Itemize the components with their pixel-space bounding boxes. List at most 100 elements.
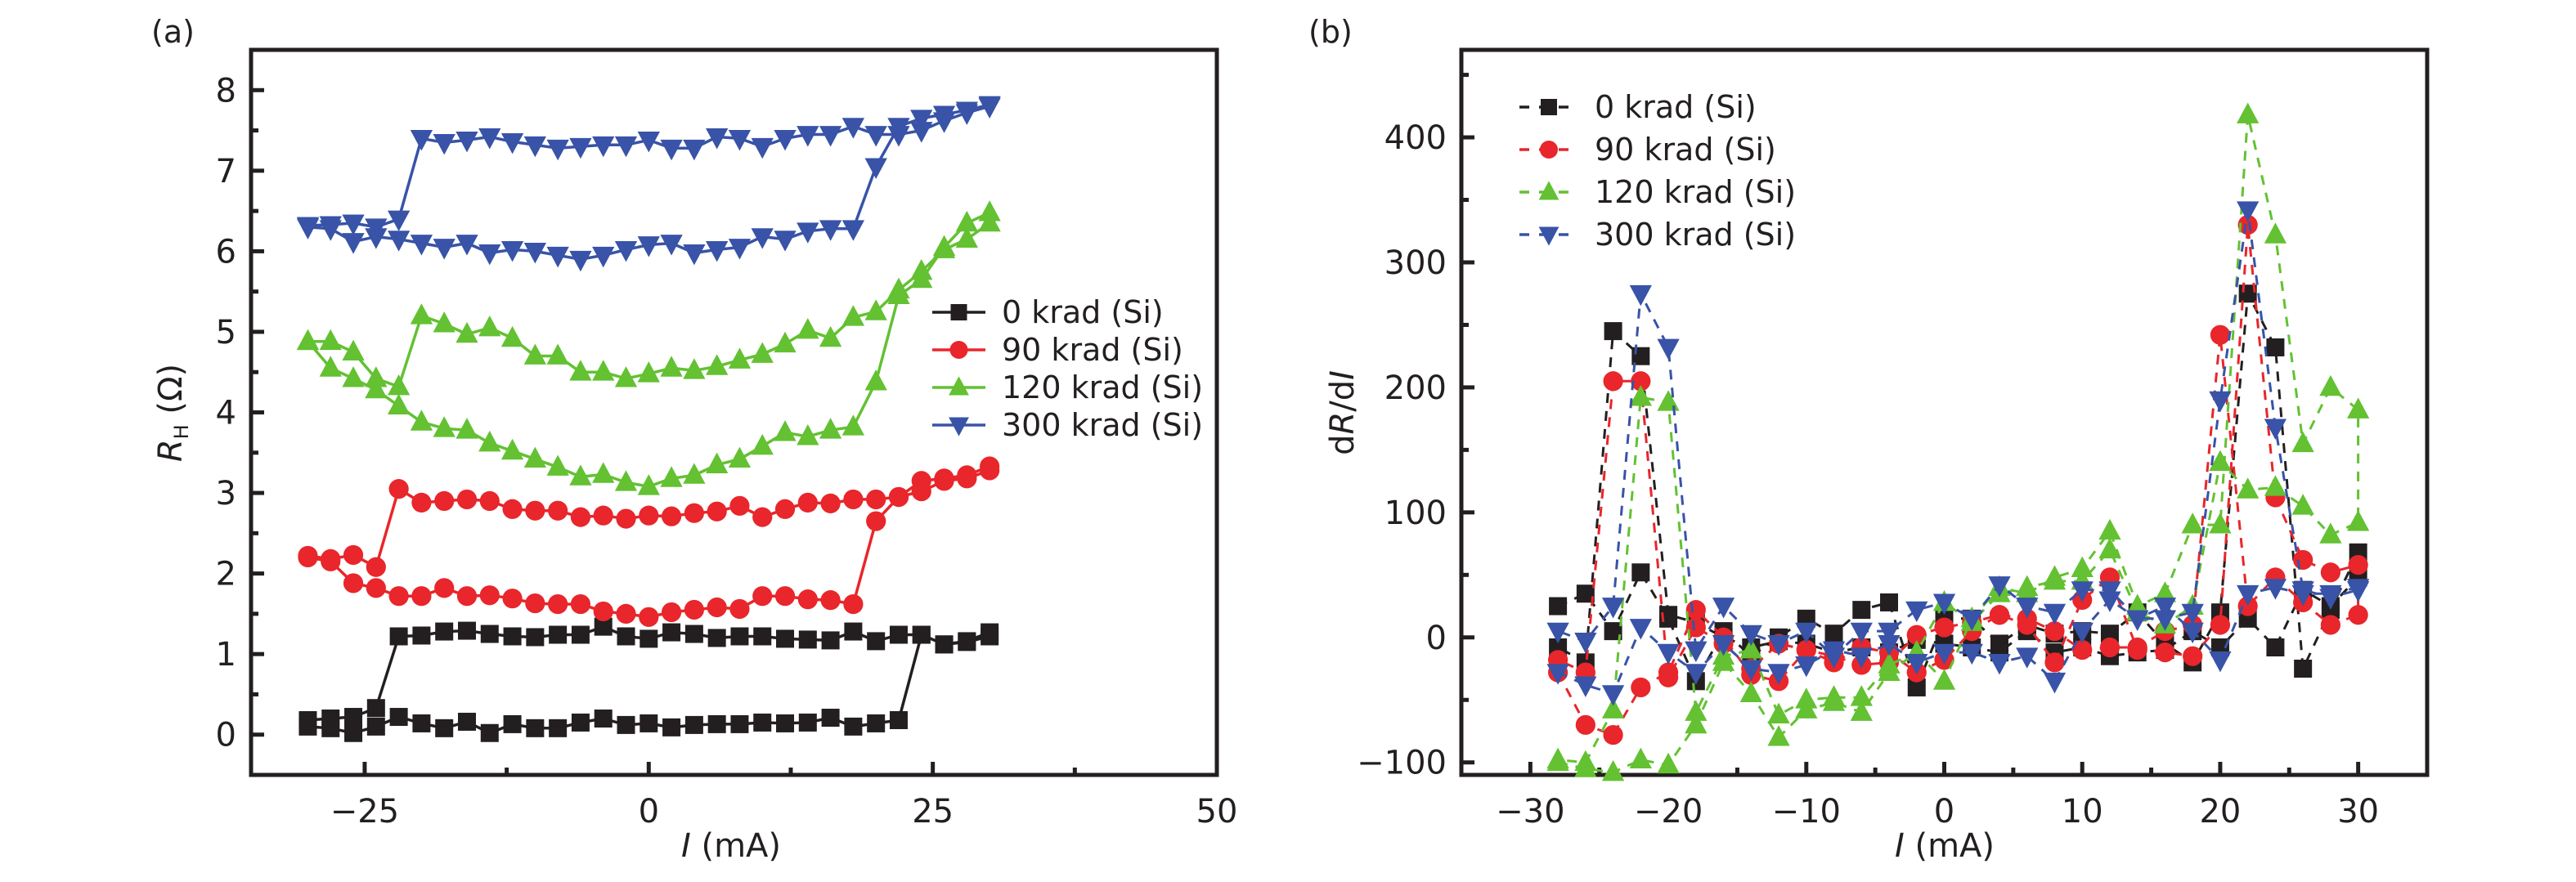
panel-b-point-120-krad-si: [1878, 652, 1901, 674]
panel-b-point-300-krad-si: [1657, 338, 1680, 360]
panel-a-point-90-krad-si: [479, 585, 500, 606]
panel-a-point-0-krad-si: [435, 719, 454, 737]
panel-a-point-90-krad-si: [752, 507, 773, 527]
panel-a-point-90-krad-si: [684, 599, 704, 620]
panel-b-point-120-krad-si: [2043, 568, 2067, 590]
panel-a-point-300-krad-si: [523, 136, 546, 158]
panel-b-point-300-krad-si: [1546, 622, 1569, 644]
panel-a-point-120-krad-si: [592, 462, 615, 483]
panel-b-point-120-krad-si: [2071, 556, 2094, 578]
panel-a-point-120-krad-si: [706, 354, 729, 375]
panel-a-point-0-krad-si: [730, 714, 749, 733]
panel-b-point-90-krad-si: [2210, 325, 2231, 345]
panel-b-point-90-krad-si: [1685, 617, 1706, 638]
panel-b-point-0-krad-si: [2294, 660, 2313, 678]
panel-a-point-120-krad-si: [751, 433, 774, 455]
panel-a-legend-marker: [950, 304, 967, 320]
panel-b-point-120-krad-si: [2237, 477, 2260, 499]
panel-a-point-300-krad-si: [978, 97, 1001, 119]
panel-b-point-300-krad-si: [1712, 598, 1735, 619]
panel-a-point-90-krad-si: [502, 499, 523, 519]
panel-a-point-120-krad-si: [864, 299, 887, 320]
panel-a-point-0-krad-si: [684, 625, 703, 643]
panel-b-ytick-label: 200: [1384, 369, 1447, 407]
panel-a-point-120-krad-si: [456, 321, 478, 343]
panel-a-point-120-krad-si: [478, 316, 501, 337]
panel-a-point-90-krad-si: [321, 548, 341, 569]
panel-b-ylabel: dR/dI: [1324, 370, 1362, 455]
panel-a-legend-marker: [949, 376, 969, 396]
panel-a-point-120-krad-si: [797, 317, 819, 339]
panel-a-ytick-label: 1: [216, 636, 236, 674]
panel-a-point-120-krad-si: [910, 259, 933, 280]
panel-b-ylabel-d2: /d: [1324, 380, 1362, 412]
panel-a-point-300-krad-si: [546, 246, 569, 268]
panel-a-point-0-krad-si: [730, 627, 749, 646]
panel-b-point-90-krad-si: [2237, 215, 2258, 235]
panel-a-legend-label: 0 krad (Si): [1002, 294, 1164, 330]
panel-a-point-120-krad-si: [637, 361, 660, 383]
panel-b-point-300-krad-si: [1739, 625, 1762, 647]
panel-b-point-120-krad-si: [2209, 450, 2232, 472]
panel-b-point-90-krad-si: [1658, 667, 1679, 687]
panel-a-xtick-label: −25: [330, 793, 399, 831]
panel-a-point-300-krad-si: [500, 241, 524, 262]
panel-b-point-90-krad-si: [2348, 554, 2368, 575]
panel-a-point-300-krad-si: [500, 132, 524, 154]
panel-a-legend-item: 90 krad (Si): [932, 332, 1183, 368]
panel-a-legend: 0 krad (Si)90 krad (Si)120 krad (Si)300 …: [932, 294, 1203, 443]
panel-a-point-90-krad-si: [820, 590, 841, 611]
panel-b-xtick-label: 10: [2062, 793, 2103, 831]
panel-b-point-90-krad-si: [2155, 642, 2175, 663]
panel-a-series-300-krad-si: [296, 96, 1001, 272]
panel-a-series-120-krad-si: [296, 200, 1001, 495]
panel-a-point-90-krad-si: [980, 460, 1000, 481]
panel-b-xlabel: I (mA): [1895, 827, 1995, 865]
panel-a-point-0-krad-si: [958, 632, 976, 651]
panel-a-point-0-krad-si: [640, 714, 658, 732]
panel-a-point-120-krad-si: [841, 305, 865, 326]
panel-a-point-90-krad-si: [366, 557, 386, 577]
panel-a-point-120-krad-si: [706, 452, 729, 473]
panel-b-point-120-krad-si: [2291, 431, 2314, 453]
panel-b-point-120-krad-si: [2209, 513, 2232, 534]
panel-b-point-0-krad-si: [2266, 638, 2285, 657]
panel-b-point-90-krad-si: [1685, 600, 1706, 620]
panel-a-point-300-krad-si: [819, 126, 842, 147]
panel-b-point-300-krad-si: [2071, 622, 2094, 644]
panel-a-xtick-label: 0: [639, 793, 659, 831]
panel-b-point-300-krad-si: [1574, 676, 1597, 697]
panel-b-point-300-krad-si: [2016, 647, 2039, 669]
panel-a-point-0-krad-si: [480, 625, 499, 643]
panel-a-point-0-krad-si: [798, 630, 817, 649]
panel-a-point-90-krad-si: [866, 511, 886, 531]
panel-a-point-300-krad-si: [365, 218, 388, 240]
panel-b-point-120-krad-si: [1601, 697, 1625, 719]
panel-a-point-90-krad-si: [593, 505, 613, 526]
panel-b-point-120-krad-si: [2264, 222, 2287, 244]
panel-a-point-0-krad-si: [389, 708, 408, 727]
panel-a-point-120-krad-si: [955, 226, 978, 248]
panel-b-point-90-krad-si: [2348, 605, 2368, 625]
panel-a-point-120-krad-si: [728, 446, 752, 468]
panel-a-point-120-krad-si: [660, 466, 683, 487]
panel-b-point-300-krad-si: [1795, 656, 1818, 678]
panel-b-point-90-krad-si: [2210, 615, 2231, 635]
panel-a-point-120-krad-si: [365, 366, 388, 387]
panel-a-xlabel-unit: (mA): [691, 827, 781, 865]
panel-a-point-0-krad-si: [662, 623, 681, 642]
panel-a-point-0-krad-si: [457, 712, 476, 731]
panel-a-series-0-krad-si: [298, 617, 999, 742]
panel-b-point-90-krad-si: [1603, 371, 1623, 392]
panel-b-point-0-krad-si: [1631, 563, 1650, 582]
panel-a-series: [296, 96, 1001, 742]
panel-a-point-0-krad-si: [571, 625, 590, 644]
panel-b-point-120-krad-si: [2264, 475, 2287, 496]
panel-b-point-300-krad-si: [2016, 598, 2039, 619]
panel-b-point-300-krad-si: [1850, 647, 1873, 669]
panel-a-point-300-krad-si: [478, 244, 501, 266]
panel-a-point-0-krad-si: [867, 714, 886, 732]
panel-b-legend-item: 120 krad (Si): [1519, 174, 1796, 210]
panel-a-point-300-krad-si: [728, 130, 752, 151]
panel-b-point-300-krad-si: [2264, 579, 2287, 600]
